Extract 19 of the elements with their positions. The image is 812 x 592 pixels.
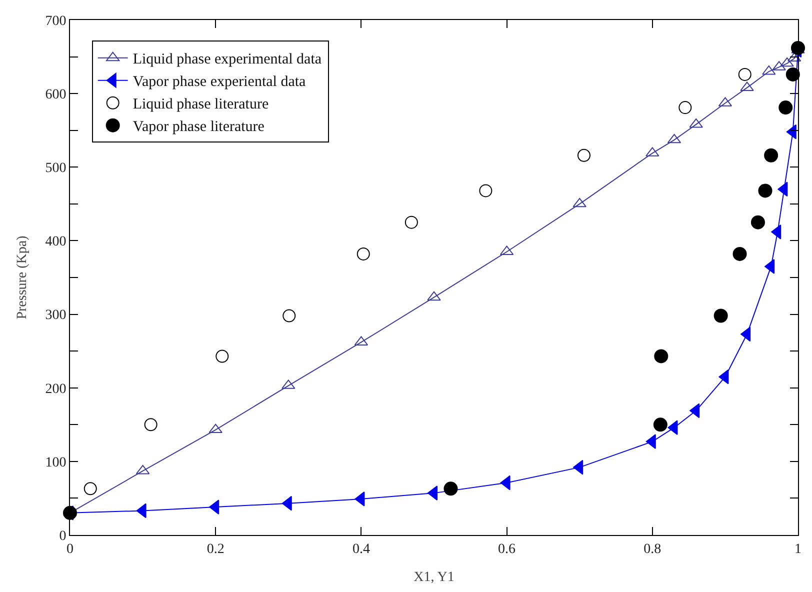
y-tick-label: 0: [59, 528, 66, 544]
y-tick-label: 500: [45, 161, 66, 176]
y-tick-label: 400: [45, 234, 66, 250]
y-tick-label: 100: [45, 455, 66, 470]
y-axis-title: Pressure (Kpa): [14, 235, 30, 320]
legend-label: Liquid phase experimental data: [132, 52, 322, 68]
x-axis-title: X1, Y1: [414, 570, 454, 586]
x-tick-label: 0.6: [498, 542, 516, 557]
y-tick-label: 700: [45, 14, 66, 29]
legend-label: Liquid phase literature: [132, 96, 269, 113]
x-tick-label: 0.2: [206, 542, 224, 557]
y-tick-label: 600: [45, 87, 66, 102]
x-tick-label: 1: [794, 542, 802, 557]
x-tick-label: 0.8: [644, 542, 662, 557]
x-tick-label: 0.4: [352, 542, 370, 557]
y-tick-label: 200: [45, 382, 66, 397]
legend-label: Vapor phase literature: [132, 119, 265, 136]
y-tick-label: 300: [45, 308, 66, 324]
legend-label: Vapor phase experiental data: [132, 74, 306, 90]
